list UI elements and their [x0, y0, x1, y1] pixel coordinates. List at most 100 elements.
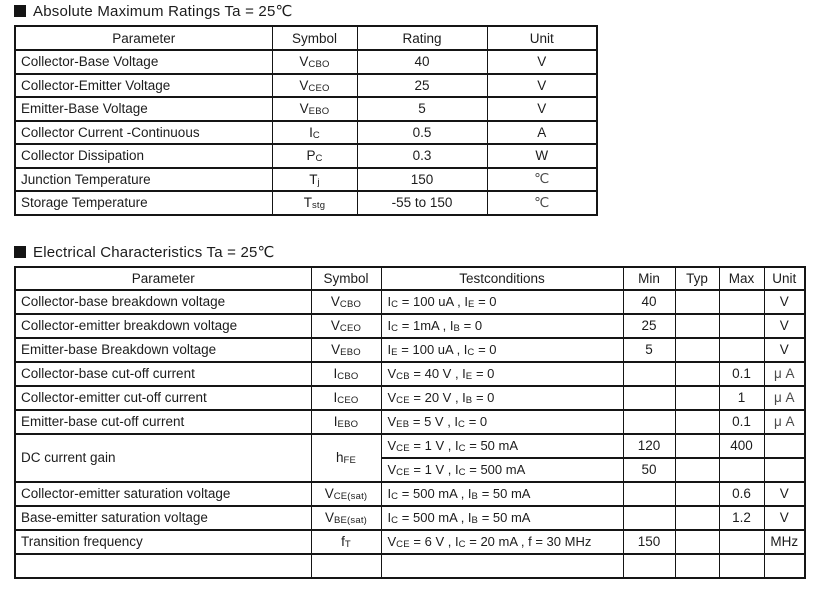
testcond-cell: VCB = 40 V , IE = 0 — [380, 360, 624, 387]
param-cell: Junction Temperature — [14, 166, 273, 192]
header-parameter: Parameter — [14, 25, 273, 51]
section-title-text: Electrical Characteristics Ta = 25℃ — [33, 243, 275, 261]
symbol-cell: VCEO — [271, 72, 358, 98]
max-cell: 1.2 — [718, 504, 765, 531]
param-cell: Collector-Base Voltage — [14, 49, 273, 75]
max-cell: 1 — [718, 384, 765, 411]
symbol-cell: ICBO — [310, 360, 382, 387]
testcond-cell: IC = 100 uA , IE = 0 — [380, 288, 624, 315]
table-row-partial — [14, 552, 806, 579]
unit-cell: V — [763, 336, 806, 363]
section-bullet-icon — [14, 5, 26, 17]
max-cell — [718, 552, 765, 579]
min-cell — [622, 408, 676, 435]
param-cell: Collector Dissipation — [14, 143, 273, 169]
typ-cell — [674, 312, 720, 339]
min-cell: 5 — [622, 336, 676, 363]
min-cell — [622, 384, 676, 411]
max-cell: 0.1 — [718, 408, 765, 435]
unit-cell: ℃ — [486, 166, 598, 192]
table-row: Collector Current -Continuous IC 0.5 A — [14, 119, 598, 145]
param-cell: Storage Temperature — [14, 190, 273, 216]
table-row: Junction Temperature Tj 150 ℃ — [14, 166, 598, 192]
table-row: Storage Temperature Tstg -55 to 150 ℃ — [14, 190, 598, 216]
rating-cell: 25 — [356, 72, 488, 98]
table-row: Transition frequency fT VCE = 6 V , IC =… — [14, 528, 806, 555]
table-row: DC current gain hFE VCE = 1 V , IC = 50 … — [14, 432, 806, 483]
header-testconditions: Testconditions — [380, 265, 624, 291]
table-row: Collector-base cut-off current ICBO VCB … — [14, 360, 806, 387]
param-cell: Base-emitter saturation voltage — [14, 504, 312, 531]
param-cell: DC current gain — [14, 432, 312, 483]
unit-cell: MHz — [763, 528, 806, 555]
symbol-cell: VCE(sat) — [310, 480, 382, 507]
testcond-cell: IC = 1mA , IB = 0 — [380, 312, 624, 339]
min-cell: 50 — [622, 456, 676, 483]
rating-cell: 0.5 — [356, 119, 488, 145]
unit-cell: V — [486, 49, 598, 75]
param-cell: Emitter-base cut-off current — [14, 408, 312, 435]
header-symbol: Symbol — [310, 265, 382, 291]
symbol-cell: VBE(sat) — [310, 504, 382, 531]
rating-cell: -55 to 150 — [356, 190, 488, 216]
symbol-cell: ICEO — [310, 384, 382, 411]
table-row: Collector-Base Voltage VCBO 40 V — [14, 49, 598, 75]
testcond-cell: IC = 500 mA , IB = 50 mA — [380, 504, 624, 531]
unit-cell — [763, 456, 806, 483]
header-unit: Unit — [763, 265, 806, 291]
symbol-cell: VEBO — [310, 336, 382, 363]
testcond-cell: IC = 500 mA , IB = 50 mA — [380, 480, 624, 507]
min-cell — [622, 360, 676, 387]
unit-cell: ℃ — [486, 190, 598, 216]
table-row: Collector-emitter breakdown voltage VCEO… — [14, 312, 806, 339]
header-rating: Rating — [356, 25, 488, 51]
table-row: Emitter-base cut-off current IEBO VEB = … — [14, 408, 806, 435]
min-cell: 40 — [622, 288, 676, 315]
max-cell — [718, 312, 765, 339]
symbol-cell: IEBO — [310, 408, 382, 435]
testcond-cell: VCE = 6 V , IC = 20 mA , f = 30 MHz — [380, 528, 624, 555]
header-unit: Unit — [486, 25, 598, 51]
symbol-cell: VCEO — [310, 312, 382, 339]
typ-cell — [674, 480, 720, 507]
min-cell: 150 — [622, 528, 676, 555]
section-title-electrical-characteristics: Electrical Characteristics Ta = 25℃ — [14, 243, 827, 261]
unit-cell: V — [763, 480, 806, 507]
param-cell: Collector-base cut-off current — [14, 360, 312, 387]
table-row: Collector-Emitter Voltage VCEO 25 V — [14, 72, 598, 98]
param-cell: Collector-emitter cut-off current — [14, 384, 312, 411]
symbol-cell: PC — [271, 143, 358, 169]
table-row: Emitter-base Breakdown voltage VEBO IE =… — [14, 336, 806, 363]
table-row: Emitter-Base Voltage VEBO 5 V — [14, 96, 598, 122]
unit-cell: V — [486, 72, 598, 98]
typ-cell — [674, 408, 720, 435]
table-row: Collector-base breakdown voltage VCBO IC… — [14, 288, 806, 315]
unit-cell: V — [763, 288, 806, 315]
section-title-absolute-maximum-ratings: Absolute Maximum Ratings Ta = 25℃ — [14, 2, 827, 20]
unit-cell: A — [486, 119, 598, 145]
rating-cell: 5 — [356, 96, 488, 122]
table-row: Collector-emitter saturation voltage VCE… — [14, 480, 806, 507]
min-cell — [622, 480, 676, 507]
electrical-characteristics-table: Parameter Symbol Testconditions Min Typ … — [14, 265, 806, 579]
section-title-text: Absolute Maximum Ratings Ta = 25℃ — [33, 3, 293, 20]
rating-cell: 150 — [356, 166, 488, 192]
unit-cell — [763, 432, 806, 459]
param-cell: Collector-emitter breakdown voltage — [14, 312, 312, 339]
abs-max-ratings-table: Parameter Symbol Rating Unit Collector-B… — [14, 25, 598, 216]
testcond-cell — [380, 552, 624, 579]
header-symbol: Symbol — [271, 25, 358, 51]
testcond-cell: VCE = 1 V , IC = 50 mA — [380, 432, 624, 459]
unit-cell: V — [486, 96, 598, 122]
symbol-cell: fT — [310, 528, 382, 555]
table-row: Base-emitter saturation voltage VBE(sat)… — [14, 504, 806, 531]
param-cell: Collector-base breakdown voltage — [14, 288, 312, 315]
symbol-cell: VCBO — [271, 49, 358, 75]
max-cell — [718, 288, 765, 315]
testcond-cell: VCE = 20 V , IB = 0 — [380, 384, 624, 411]
unit-cell: μ A — [763, 384, 806, 411]
symbol-cell: VEBO — [271, 96, 358, 122]
max-cell — [718, 528, 765, 555]
param-cell: Collector Current -Continuous — [14, 119, 273, 145]
typ-cell — [674, 456, 720, 483]
